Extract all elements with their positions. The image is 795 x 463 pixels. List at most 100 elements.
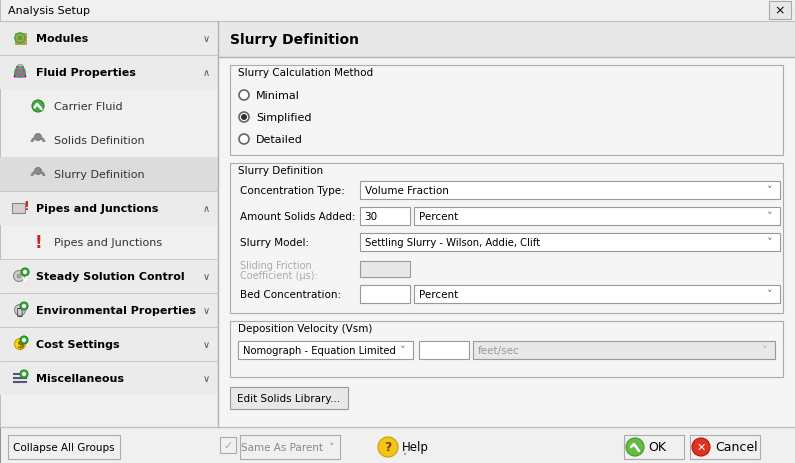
Bar — [0, 259, 218, 294]
Text: ×: × — [775, 5, 785, 18]
Bar — [218, 22, 795, 58]
Circle shape — [239, 113, 249, 123]
Text: ∨: ∨ — [203, 305, 210, 315]
Bar — [360, 233, 780, 251]
Circle shape — [14, 339, 25, 350]
Text: ˅: ˅ — [767, 238, 773, 247]
Bar — [0, 158, 218, 192]
Circle shape — [239, 91, 249, 101]
Text: Concentration Type:: Concentration Type: — [240, 186, 345, 195]
Text: Slurry Calculation Method: Slurry Calculation Method — [238, 68, 373, 78]
Text: Detailed: Detailed — [256, 135, 303, 144]
Text: ∨: ∨ — [203, 339, 210, 349]
Text: ?: ? — [384, 441, 392, 454]
Bar — [0, 22, 218, 427]
Bar — [360, 207, 410, 225]
Text: Fluid Properties: Fluid Properties — [36, 68, 136, 78]
Bar — [624, 435, 684, 459]
Circle shape — [692, 438, 710, 456]
Text: ✕: ✕ — [696, 442, 706, 452]
Text: ∨: ∨ — [203, 34, 210, 44]
Text: Carrier Fluid: Carrier Fluid — [54, 102, 122, 112]
Bar — [690, 435, 760, 459]
Text: Help: Help — [402, 441, 429, 454]
Bar — [0, 56, 218, 90]
Text: !: ! — [23, 200, 29, 213]
Bar — [238, 341, 413, 359]
Text: ✓: ✓ — [223, 440, 233, 450]
Circle shape — [34, 168, 41, 175]
Circle shape — [22, 304, 26, 308]
Text: Modules: Modules — [36, 34, 88, 44]
Text: ∧: ∧ — [203, 68, 210, 78]
Polygon shape — [14, 67, 26, 78]
Circle shape — [17, 70, 22, 75]
Bar — [230, 321, 783, 377]
Text: Miscellaneous: Miscellaneous — [36, 373, 124, 383]
Text: ˅: ˅ — [767, 212, 773, 221]
Text: ˅: ˅ — [767, 186, 773, 195]
Text: Sliding Friction: Sliding Friction — [240, 260, 312, 270]
Bar — [230, 163, 783, 313]
Bar — [21, 33, 25, 38]
Text: Percent: Percent — [419, 289, 458, 300]
Bar — [473, 341, 775, 359]
Text: Simplified: Simplified — [256, 113, 312, 123]
Circle shape — [378, 437, 398, 457]
Circle shape — [239, 135, 249, 144]
Text: OK: OK — [648, 441, 666, 454]
Bar — [14, 39, 20, 44]
Text: Analysis Setup: Analysis Setup — [8, 6, 90, 16]
Bar — [414, 207, 780, 225]
Bar — [0, 192, 218, 225]
Text: 30: 30 — [364, 212, 377, 221]
Text: feet/sec: feet/sec — [478, 345, 520, 355]
Bar — [18, 65, 22, 69]
Text: Slurry Definition: Slurry Definition — [54, 169, 145, 180]
Circle shape — [20, 302, 28, 310]
Text: ˅: ˅ — [329, 442, 335, 452]
Bar — [360, 181, 780, 200]
Text: Percent: Percent — [419, 212, 458, 221]
Text: Pipes and Junctions: Pipes and Junctions — [36, 204, 158, 213]
Text: Slurry Definition: Slurry Definition — [230, 33, 359, 47]
Bar — [0, 294, 218, 327]
Text: ∨: ∨ — [203, 373, 210, 383]
Bar — [230, 66, 783, 156]
Bar — [414, 285, 780, 303]
Text: Slurry Model:: Slurry Model: — [240, 238, 309, 247]
Circle shape — [20, 336, 28, 344]
Circle shape — [22, 338, 26, 342]
Circle shape — [22, 372, 26, 376]
Text: Environmental Properties: Environmental Properties — [36, 305, 196, 315]
Text: ∨: ∨ — [203, 271, 210, 282]
Text: Coefficient (μs):: Coefficient (μs): — [240, 270, 318, 281]
Text: $: $ — [16, 339, 24, 349]
Circle shape — [32, 101, 44, 113]
Bar — [0, 0, 795, 22]
Circle shape — [241, 115, 247, 121]
Text: Cancel: Cancel — [715, 441, 758, 454]
Text: !: ! — [34, 233, 42, 251]
Text: Slurry Definition: Slurry Definition — [238, 166, 323, 175]
Bar — [218, 22, 795, 427]
Bar — [8, 435, 120, 459]
Text: Deposition Velocity (Vsm): Deposition Velocity (Vsm) — [238, 323, 372, 333]
Bar — [360, 285, 410, 303]
Bar — [220, 437, 236, 453]
Bar — [21, 39, 25, 44]
Bar — [0, 361, 218, 395]
Text: Minimal: Minimal — [256, 91, 300, 101]
Text: 🔍: 🔍 — [16, 305, 22, 315]
Circle shape — [14, 271, 25, 282]
Text: Collapse All Groups: Collapse All Groups — [14, 442, 114, 452]
Text: Solids Definition: Solids Definition — [54, 136, 145, 146]
Circle shape — [626, 438, 644, 456]
Text: Volume Fraction: Volume Fraction — [365, 186, 449, 195]
Bar — [360, 262, 410, 277]
Circle shape — [21, 269, 29, 276]
Text: Steady Solution Control: Steady Solution Control — [36, 271, 184, 282]
FancyBboxPatch shape — [11, 203, 25, 213]
Circle shape — [17, 37, 22, 41]
Text: Nomograph - Equation Limited: Nomograph - Equation Limited — [243, 345, 396, 355]
